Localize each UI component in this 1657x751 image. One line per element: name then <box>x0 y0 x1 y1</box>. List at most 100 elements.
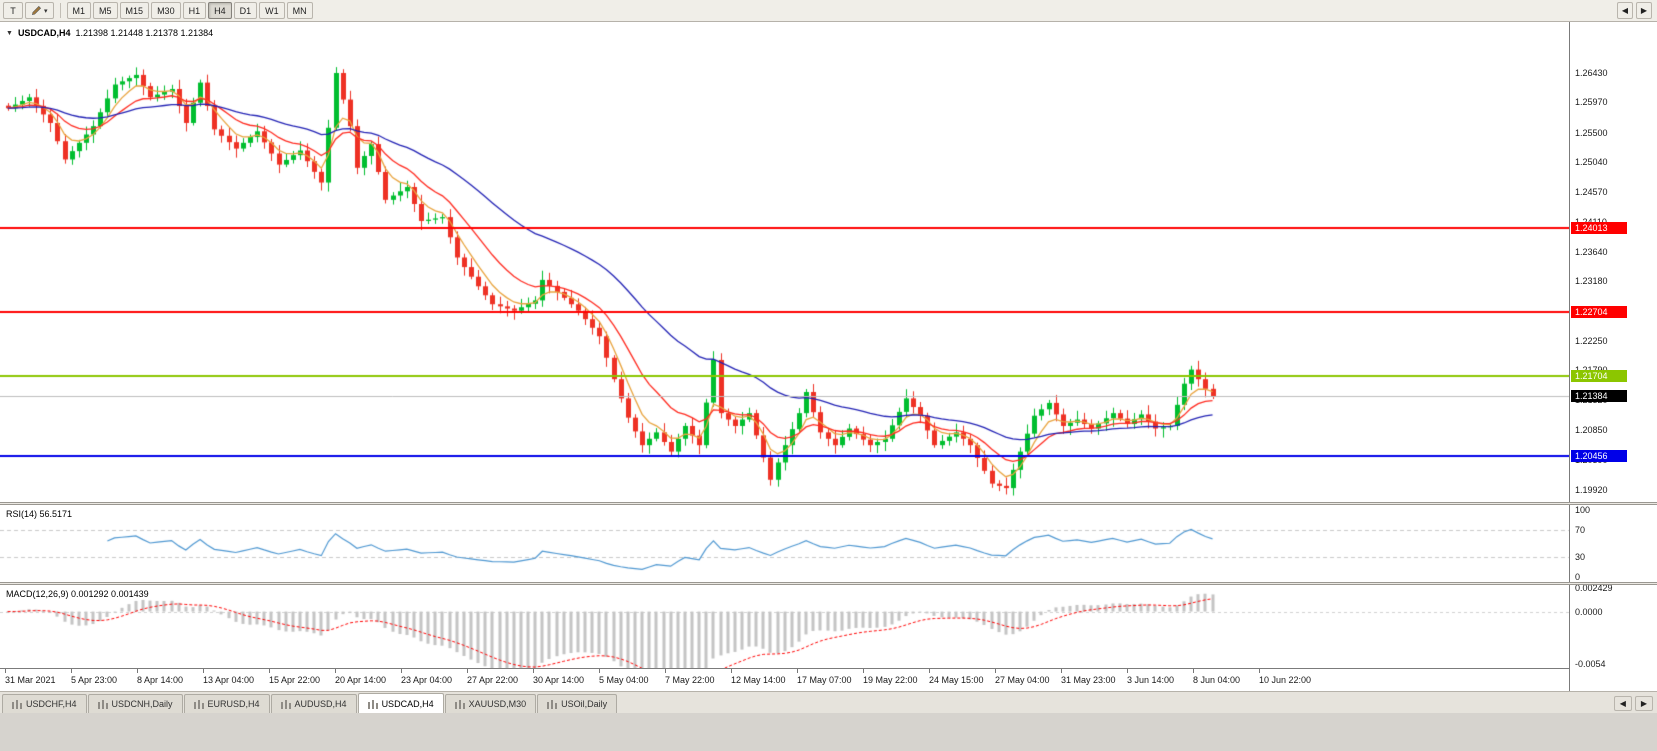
chart-tab-usdchf-h4[interactable]: USDCHF,H4 <box>2 694 87 713</box>
arrow-left-icon: ◀ <box>1619 699 1626 708</box>
timeframe-button-m1[interactable]: M1 <box>66 2 92 19</box>
chart-tab-usoil-daily[interactable]: USOil,Daily <box>537 694 618 713</box>
time-axis-tick <box>71 669 72 673</box>
time-axis-label: 5 May 04:00 <box>599 675 649 685</box>
chart-tab-bar: USDCHF,H4 USDCNH,Daily EURUSD,H4 AUDUSD,H4 U… <box>0 691 1657 713</box>
price-tick-label: 1.22250 <box>1575 335 1608 346</box>
time-axis-tick <box>401 669 402 673</box>
chart-tab-xauusd-m30[interactable]: XAUUSD,M30 <box>444 694 537 713</box>
timeframe-button-d1[interactable]: D1 <box>233 2 258 19</box>
timeframe-button-w1[interactable]: W1 <box>259 2 285 19</box>
time-axis-tick <box>269 669 270 673</box>
time-axis[interactable]: 31 Mar 2021 5 Apr 23:00 8 Apr 14:00 13 Apr … <box>0 668 1569 691</box>
chart-title: ▼ USDCAD,H4 1.21398 1.21448 1.21378 1.21… <box>6 28 213 38</box>
chart-tab-usdcad-h4[interactable]: USDCAD,H4 <box>357 693 444 713</box>
time-axis-label: 8 Jun 04:00 <box>1193 675 1241 685</box>
ohlc-values: 1.21398 1.21448 1.21378 1.21384 <box>75 28 214 38</box>
macd-scale-label: -0.0054 <box>1575 659 1606 669</box>
time-axis-label: 27 Apr 22:00 <box>467 675 519 685</box>
chart-tab-usdcnh-daily[interactable]: USDCNH,Daily <box>87 694 183 713</box>
time-axis-tick <box>863 669 864 673</box>
chart-tabs: USDCHF,H4 USDCNH,Daily EURUSD,H4 AUDUSD,H4 U… <box>2 693 618 713</box>
timeframe-button-m5[interactable]: M5 <box>93 2 118 19</box>
time-axis-tick <box>1259 669 1260 673</box>
rsi-pane[interactable] <box>0 505 1569 582</box>
time-axis-tick <box>1193 669 1194 673</box>
tab-scroll-right-button[interactable]: ▶ <box>1634 696 1653 711</box>
top-toolbar: T ▾ M1 M5 M15 M30 H1 H4 D1 W1 MN ◀ ▶ <box>0 0 1657 22</box>
time-axis-tick <box>335 669 336 673</box>
timeframe-button-h4[interactable]: H4 <box>208 2 232 19</box>
macd-label-text: MACD(12,26,9) 0.001292 0.001439 <box>6 589 149 599</box>
chart-window: 31 Mar 2021 5 Apr 23:00 8 Apr 14:00 13 Apr … <box>0 22 1657 691</box>
toolbar-separator <box>59 3 61 18</box>
plot-column: 31 Mar 2021 5 Apr 23:00 8 Apr 14:00 13 Apr … <box>0 22 1569 691</box>
rsi-scale-label: 100 <box>1575 505 1591 515</box>
window-background <box>0 713 1657 751</box>
time-axis-label: 27 May 04:00 <box>995 675 1050 685</box>
time-axis-tick <box>797 669 798 673</box>
timeframe-button-m30[interactable]: M30 <box>151 2 181 19</box>
pane-separator[interactable] <box>0 582 1657 585</box>
chevron-down-icon: ▾ <box>44 7 48 15</box>
time-axis-label: 13 Apr 04:00 <box>203 675 255 685</box>
chart-icon <box>97 699 108 709</box>
timeframe-button-mn[interactable]: MN <box>286 2 313 19</box>
tab-label: USDCAD,H4 <box>381 698 434 709</box>
chart-tab-eurusd-h4[interactable]: EURUSD,H4 <box>183 694 270 713</box>
pane-separator[interactable] <box>0 502 1657 505</box>
time-axis-tick <box>731 669 732 673</box>
draw-tool-button[interactable]: ▾ <box>25 2 54 19</box>
time-axis-tick <box>1127 669 1128 673</box>
tab-label: USDCNH,Daily <box>111 699 173 709</box>
rsi-scale-label: 30 <box>1575 551 1586 562</box>
time-axis-label: 15 Apr 22:00 <box>269 675 321 685</box>
price-tick-label: 1.24570 <box>1575 187 1608 198</box>
chart-icon <box>454 699 465 709</box>
tab-label: USDCHF,H4 <box>26 699 77 709</box>
time-axis-tick <box>137 669 138 673</box>
chart-tab-audusd-h4[interactable]: AUDUSD,H4 <box>270 694 357 713</box>
price-tick-label: 1.20850 <box>1575 425 1608 436</box>
rsi-chart-canvas[interactable] <box>0 505 1569 582</box>
time-axis-label: 31 May 23:00 <box>1061 675 1116 685</box>
chart-icon <box>193 699 204 709</box>
arrow-right-icon: ▶ <box>1640 699 1647 708</box>
scroll-left-button[interactable]: ◀ <box>1617 2 1633 19</box>
price-tick-label: 1.23640 <box>1575 246 1608 257</box>
price-level-badge: 1.24013 <box>1571 221 1627 234</box>
current-price-badge: 1.21384 <box>1571 390 1627 403</box>
price-scale[interactable]: 1.26430 1.25970 1.25500 1.25040 1.24570 1.241… <box>1569 22 1657 691</box>
time-axis-label: 7 May 22:00 <box>665 675 715 685</box>
price-pane[interactable] <box>0 22 1569 502</box>
scroll-right-button[interactable]: ▶ <box>1636 2 1652 19</box>
timeframe-button-h1[interactable]: H1 <box>182 2 207 19</box>
chart-icon <box>367 699 378 709</box>
t-tool-label: T <box>10 5 16 16</box>
timeframe-button-m15[interactable]: M15 <box>119 2 150 19</box>
price-level-badge: 1.20456 <box>1571 449 1627 462</box>
chart-dropdown-icon[interactable]: ▼ <box>6 29 13 37</box>
tab-scroll-left-button[interactable]: ◀ <box>1613 696 1632 711</box>
chart-icon <box>12 699 22 709</box>
time-axis-tick <box>5 669 6 673</box>
t-tool-button[interactable]: T <box>3 2 23 19</box>
macd-scale-label: 0.0000 <box>1575 606 1603 617</box>
macd-chart-canvas[interactable] <box>0 585 1569 668</box>
time-axis-label: 23 Apr 04:00 <box>401 675 453 685</box>
price-level-badge: 1.21704 <box>1571 369 1627 382</box>
time-axis-tick <box>599 669 600 673</box>
macd-pane[interactable] <box>0 585 1569 668</box>
tab-label: EURUSD,H4 <box>207 699 260 709</box>
time-axis-label: 5 Apr 23:00 <box>71 675 118 685</box>
candlestick-chart-canvas[interactable] <box>0 22 1569 502</box>
time-axis-label: 30 Apr 14:00 <box>533 675 585 685</box>
toolbar-scroll-arrows: ◀ ▶ <box>1617 2 1652 19</box>
macd-indicator-label: MACD(12,26,9) 0.001292 0.001439 <box>6 589 149 599</box>
time-axis-tick <box>533 669 534 673</box>
price-tick-label: 1.25040 <box>1575 157 1608 168</box>
time-axis-tick <box>467 669 468 673</box>
price-level-badge: 1.22704 <box>1571 305 1627 318</box>
time-axis-tick <box>995 669 996 673</box>
time-axis-tick <box>929 669 930 673</box>
